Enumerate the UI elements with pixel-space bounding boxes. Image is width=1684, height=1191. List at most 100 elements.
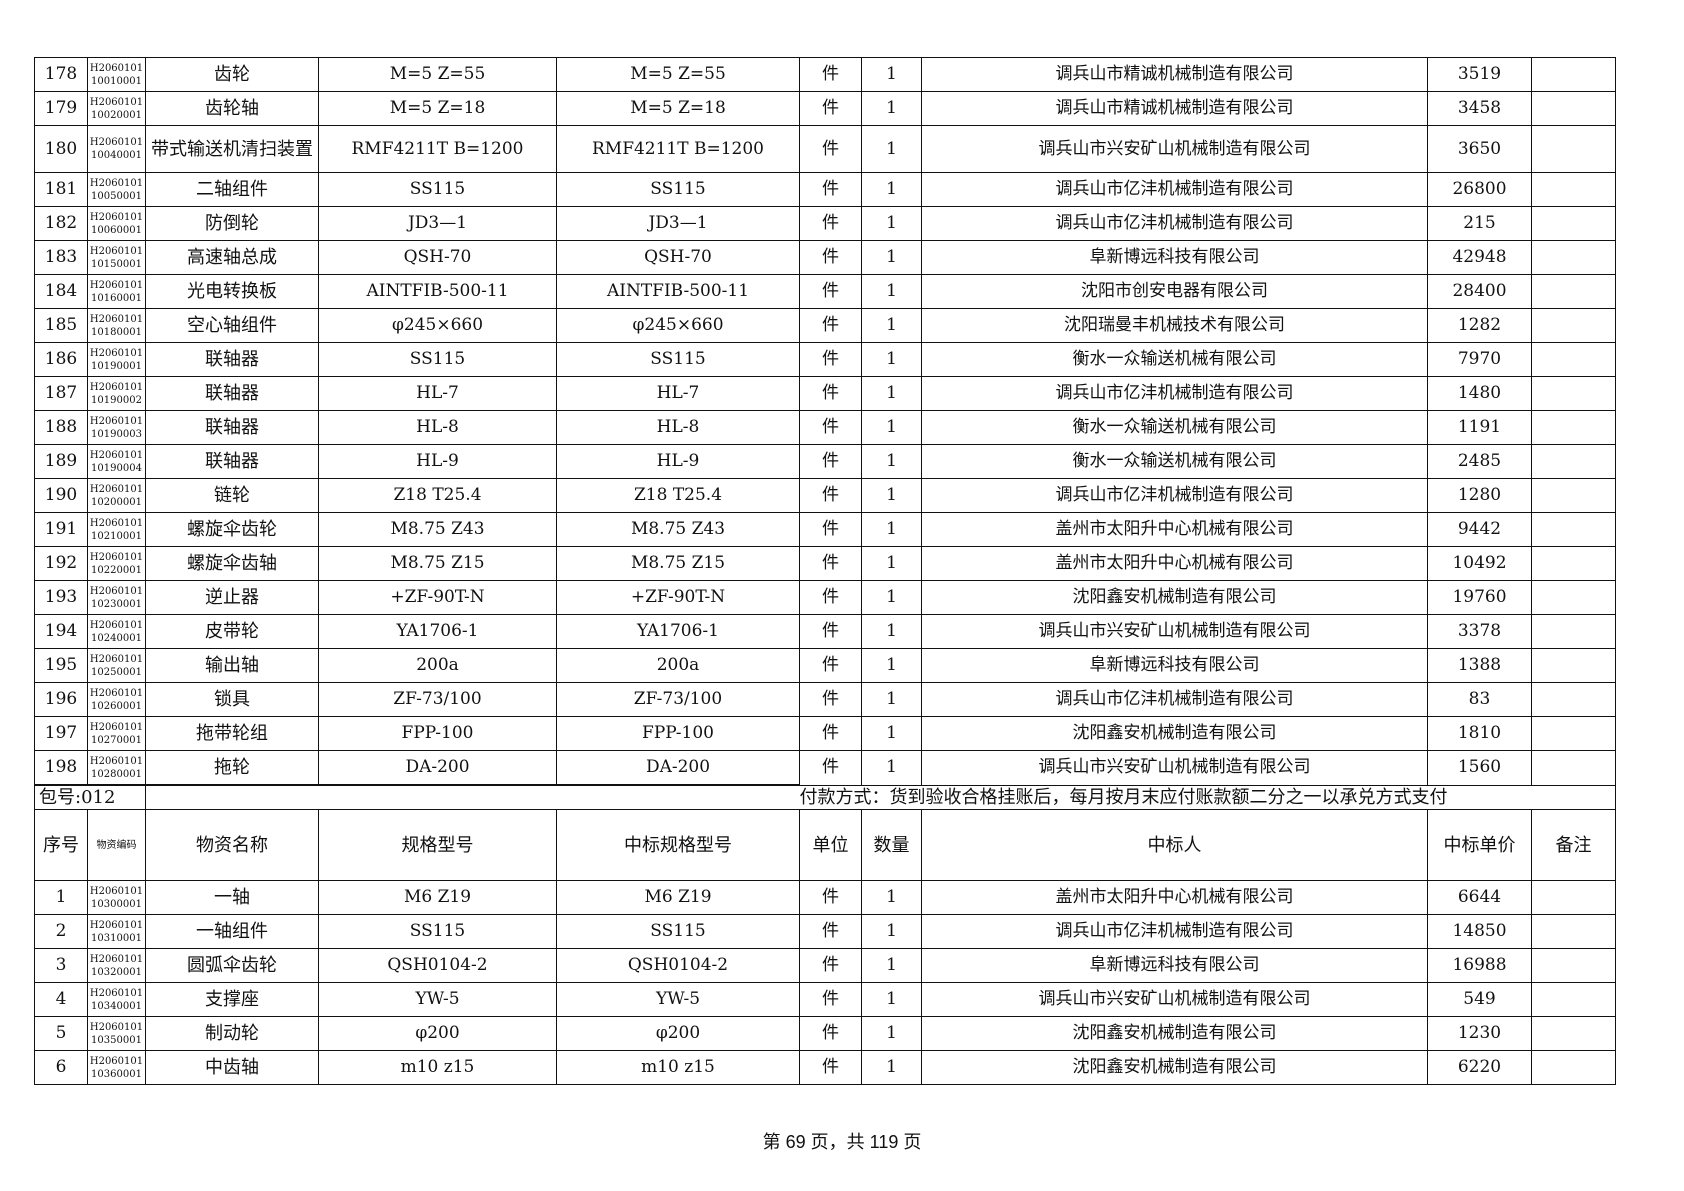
cell-unit: 件	[799, 172, 862, 207]
code-line: H2060101	[89, 177, 144, 189]
cell-spec: FPP-100	[318, 716, 557, 751]
cell-qty: 1	[861, 91, 922, 126]
cell-qty: 1	[861, 948, 922, 983]
header-bidder: 中标人	[921, 809, 1428, 881]
package-label: 包号:012	[34, 784, 146, 810]
cell-qty: 1	[861, 716, 922, 751]
cell-bid-spec: FPP-100	[556, 716, 800, 751]
cell-name: 逆止器	[145, 580, 319, 615]
cell-bidder: 调兵山市精诚机械制造有限公司	[921, 57, 1428, 92]
code-line: 10360001	[91, 1068, 142, 1080]
cell-bid-spec: M8.75 Z15	[556, 546, 800, 581]
cell-name: 高速轴总成	[145, 240, 319, 275]
cell-code: H2060101 10160001	[87, 274, 146, 309]
cell-unit: 件	[799, 546, 862, 581]
cell-no: 182	[34, 206, 88, 241]
cell-remark	[1531, 444, 1616, 479]
code-line: H2060101	[89, 381, 144, 393]
cell-no: 188	[34, 410, 88, 445]
header-row: 序号 物资编码 物资名称 规格型号 中标规格型号 单位 数量 中标人 中标单价 …	[34, 809, 1616, 881]
cell-spec: ZF-73/100	[318, 682, 557, 717]
table-row: 180 H2060101 10040001 带式输送机清扫装置 RMF4211T B=1…	[34, 125, 1616, 173]
cell-bidder: 调兵山市亿沣机械制造有限公司	[921, 682, 1428, 717]
cell-unit: 件	[799, 614, 862, 649]
code-line: 10060001	[91, 224, 142, 236]
cell-bid-spec: YW-5	[556, 982, 800, 1017]
cell-unit: 件	[799, 376, 862, 411]
cell-name: 联轴器	[145, 410, 319, 445]
cell-bid-spec: SS115	[556, 172, 800, 207]
cell-remark	[1531, 716, 1616, 751]
cell-no: 181	[34, 172, 88, 207]
table-row: 183 H2060101 10150001 高速轴总成 QSH-70 QSH-70 件 1 阜新…	[34, 240, 1616, 275]
cell-bid-spec: YA1706-1	[556, 614, 800, 649]
cell-code: H2060101 10310001	[87, 914, 146, 949]
cell-remark	[1531, 750, 1616, 786]
cell-qty: 1	[861, 444, 922, 479]
cell-remark	[1531, 91, 1616, 126]
cell-spec: φ245×660	[318, 308, 557, 343]
cell-name: 中齿轴	[145, 1050, 319, 1085]
cell-price: 3458	[1427, 91, 1532, 126]
cell-name: 齿轮	[145, 57, 319, 92]
cell-no: 195	[34, 648, 88, 683]
cell-bid-spec: SS115	[556, 342, 800, 377]
cell-spec: M=5 Z=55	[318, 57, 557, 92]
code-line: H2060101	[89, 919, 144, 931]
cell-spec: 200a	[318, 648, 557, 683]
header-price: 中标单价	[1427, 809, 1532, 881]
table-row: 197 H2060101 10270001 拖带轮组 FPP-100 FPP-100 件 1 沈…	[34, 716, 1616, 751]
code-line: H2060101	[89, 619, 144, 631]
code-line: H2060101	[89, 885, 144, 897]
cell-unit: 件	[799, 1050, 862, 1085]
code-line: H2060101	[89, 96, 144, 108]
cell-bidder: 沈阳市创安电器有限公司	[921, 274, 1428, 309]
cell-remark	[1531, 57, 1616, 92]
table-row: 6 H2060101 10360001 中齿轴 m10 z15 m10 z15 件 1 沈阳鑫安…	[34, 1050, 1616, 1085]
cell-bid-spec: HL-8	[556, 410, 800, 445]
cell-no: 3	[34, 948, 88, 983]
cell-qty: 1	[861, 125, 922, 173]
cell-bid-spec: φ200	[556, 1016, 800, 1051]
table-row: 182 H2060101 10060001 防倒轮 JD3—1 JD3—1 件 1 调兵山市亿沣…	[34, 206, 1616, 241]
code-line: 10150001	[91, 258, 142, 270]
table-row: 193 H2060101 10230001 逆止器 +ZF-90T-N +ZF-90T-N…	[34, 580, 1616, 615]
cell-price: 42948	[1427, 240, 1532, 275]
cell-no: 1	[34, 880, 88, 915]
cell-bid-spec: M8.75 Z43	[556, 512, 800, 547]
cell-bidder: 调兵山市兴安矿山机械制造有限公司	[921, 125, 1428, 173]
code-line: 10190001	[91, 360, 142, 372]
cell-qty: 1	[861, 880, 922, 915]
cell-name: 螺旋伞齿轴	[145, 546, 319, 581]
table-row: 179 H2060101 10020001 齿轮轴 M=5 Z=18 M=5 Z=18 件 1…	[34, 91, 1616, 126]
cell-name: 拖轮	[145, 750, 319, 786]
code-line: H2060101	[89, 721, 144, 733]
code-line: H2060101	[89, 279, 144, 291]
cell-unit: 件	[799, 716, 862, 751]
cell-spec: HL-8	[318, 410, 557, 445]
payment-terms: 付款方式：货到验收合格挂账后，每月按月末应付账款额二分之一以承兑方式支付	[799, 785, 1616, 810]
cell-bidder: 调兵山市兴安矿山机械制造有限公司	[921, 982, 1428, 1017]
cell-price: 26800	[1427, 172, 1532, 207]
cell-no: 5	[34, 1016, 88, 1051]
cell-spec: Z18 T25.4	[318, 478, 557, 513]
cell-bidder: 盖州市太阳升中心机械有限公司	[921, 546, 1428, 581]
table-body-top: 178 H2060101 10010001 齿轮 M=5 Z=55 M=5 Z=55 件 1 调…	[34, 57, 1616, 786]
cell-no: 189	[34, 444, 88, 479]
cell-qty: 1	[861, 57, 922, 92]
cell-remark	[1531, 240, 1616, 275]
code-line: H2060101	[89, 755, 144, 767]
code-line: 10040001	[91, 150, 142, 161]
table-row: 191 H2060101 10210001 螺旋伞齿轮 M8.75 Z43 M8.75 Z…	[34, 512, 1616, 547]
code-line: H2060101	[89, 347, 144, 359]
code-line: 10180001	[91, 326, 142, 338]
cell-code: H2060101 10300001	[87, 880, 146, 915]
cell-remark	[1531, 274, 1616, 309]
cell-remark	[1531, 308, 1616, 343]
header-qty: 数量	[861, 809, 922, 881]
cell-spec: +ZF-90T-N	[318, 580, 557, 615]
header-remark: 备注	[1531, 809, 1616, 881]
table-row: 4 H2060101 10340001 支撑座 YW-5 YW-5 件 1 调兵山市兴安矿山机械…	[34, 982, 1616, 1017]
code-line: H2060101	[89, 245, 144, 257]
cell-unit: 件	[799, 1016, 862, 1051]
